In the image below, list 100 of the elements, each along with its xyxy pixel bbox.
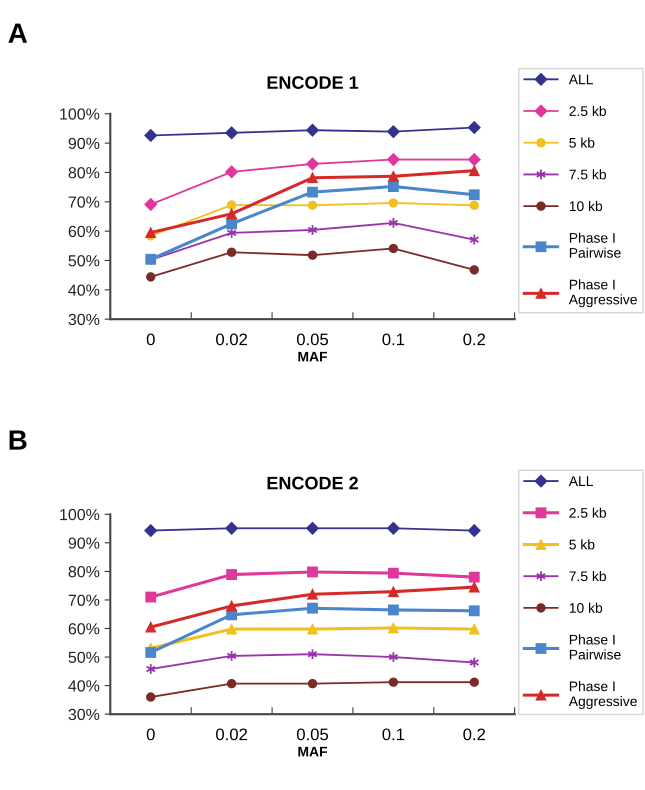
point <box>226 218 238 230</box>
point <box>388 586 399 598</box>
chart-title: ENCODE 2 <box>268 476 358 490</box>
legend-label: Phase I Aggressive <box>568 279 637 308</box>
x-tick-label: 0.02 <box>216 333 248 346</box>
y-tick-label: 50% <box>68 652 100 663</box>
point <box>308 200 318 210</box>
point <box>226 600 238 612</box>
point <box>307 566 318 578</box>
point <box>468 624 480 634</box>
legend-label: 5 kb <box>569 539 594 550</box>
point <box>386 522 400 535</box>
point <box>226 208 238 220</box>
y-tick-label: 100% <box>60 508 100 520</box>
point <box>468 582 480 593</box>
y-tick-label: 100% <box>60 108 100 120</box>
x-axis-title: MAF <box>298 352 328 362</box>
point <box>225 522 238 535</box>
point <box>146 692 156 702</box>
point <box>470 265 479 275</box>
y-tick-label: 60% <box>68 226 100 238</box>
y-tick-label: 30% <box>68 708 100 720</box>
point <box>308 678 318 688</box>
point <box>225 165 238 178</box>
point <box>388 198 398 208</box>
point <box>468 153 481 166</box>
point <box>468 572 480 583</box>
point <box>226 678 236 688</box>
point <box>388 604 399 616</box>
point <box>386 153 400 166</box>
legend-label: ALL <box>568 476 594 486</box>
y-tick-label: 40% <box>68 680 100 692</box>
point <box>307 172 318 184</box>
x-tick-label: 0.05 <box>296 728 328 740</box>
point <box>468 524 481 538</box>
legend-label: Phase I Aggressive <box>568 681 637 709</box>
legend-label: 10 kb <box>570 602 602 613</box>
x-tick-label: 0 <box>146 728 155 740</box>
point <box>388 622 399 634</box>
point <box>226 624 238 634</box>
y-tick-label: 50% <box>68 255 100 266</box>
chart-title: ENCODE 1 <box>268 76 358 89</box>
y-tick-label: 40% <box>68 284 100 296</box>
legend-label: 10 kb <box>570 200 602 212</box>
point <box>144 129 158 142</box>
point <box>145 622 156 632</box>
point <box>146 272 156 282</box>
point <box>145 227 156 238</box>
point <box>386 125 400 138</box>
y-tick-label: 80% <box>68 167 100 178</box>
x-axis-title: MAF <box>298 746 328 756</box>
legend-label: 7.5 kb <box>569 169 606 180</box>
x-tick-label: 0.05 <box>296 333 328 346</box>
y-tick-label: 70% <box>68 594 100 606</box>
y-tick-label: 90% <box>68 138 100 150</box>
point <box>388 244 398 254</box>
point <box>307 602 318 614</box>
point <box>307 588 318 600</box>
point <box>388 568 399 579</box>
x-tick-label: 0.1 <box>382 728 404 740</box>
point <box>225 126 238 140</box>
point <box>306 124 319 137</box>
point <box>145 647 156 658</box>
point <box>306 157 319 170</box>
legend-label: ALL <box>568 74 594 84</box>
y-tick-label: 30% <box>68 314 100 326</box>
y-tick-label: 70% <box>68 196 100 208</box>
point <box>306 522 319 535</box>
point <box>144 198 158 211</box>
legend-label: 5 kb <box>569 138 594 148</box>
x-tick-label: 0 <box>146 333 155 346</box>
point <box>307 186 318 198</box>
point <box>470 200 479 210</box>
point <box>388 181 399 192</box>
point <box>388 170 399 182</box>
point <box>468 189 480 200</box>
point <box>145 592 156 603</box>
legend-label: Phase I Pairwise <box>570 634 621 660</box>
x-tick-label: 0.2 <box>463 728 486 740</box>
point <box>307 624 318 634</box>
point <box>308 250 318 260</box>
legend-label: Phase I Pairwise <box>570 232 621 258</box>
y-tick-label: 90% <box>68 537 100 549</box>
point <box>468 605 480 616</box>
text: A <box>8 24 28 43</box>
legend-label: 7.5 kb <box>569 570 606 582</box>
point <box>226 569 238 580</box>
text: B <box>10 430 27 450</box>
x-tick-label: 0.2 <box>463 333 486 346</box>
y-tick-label: 60% <box>68 623 100 634</box>
y-tick-label: 80% <box>68 566 100 578</box>
legend-label: 2.5 kb <box>569 508 606 518</box>
point <box>226 200 236 210</box>
point <box>470 677 479 687</box>
point <box>468 165 480 176</box>
x-tick-label: 0.1 <box>382 333 404 346</box>
x-tick-label: 0.02 <box>216 728 248 740</box>
point <box>468 121 481 134</box>
legend-label: 2.5 kb <box>569 106 606 116</box>
point <box>226 248 236 257</box>
